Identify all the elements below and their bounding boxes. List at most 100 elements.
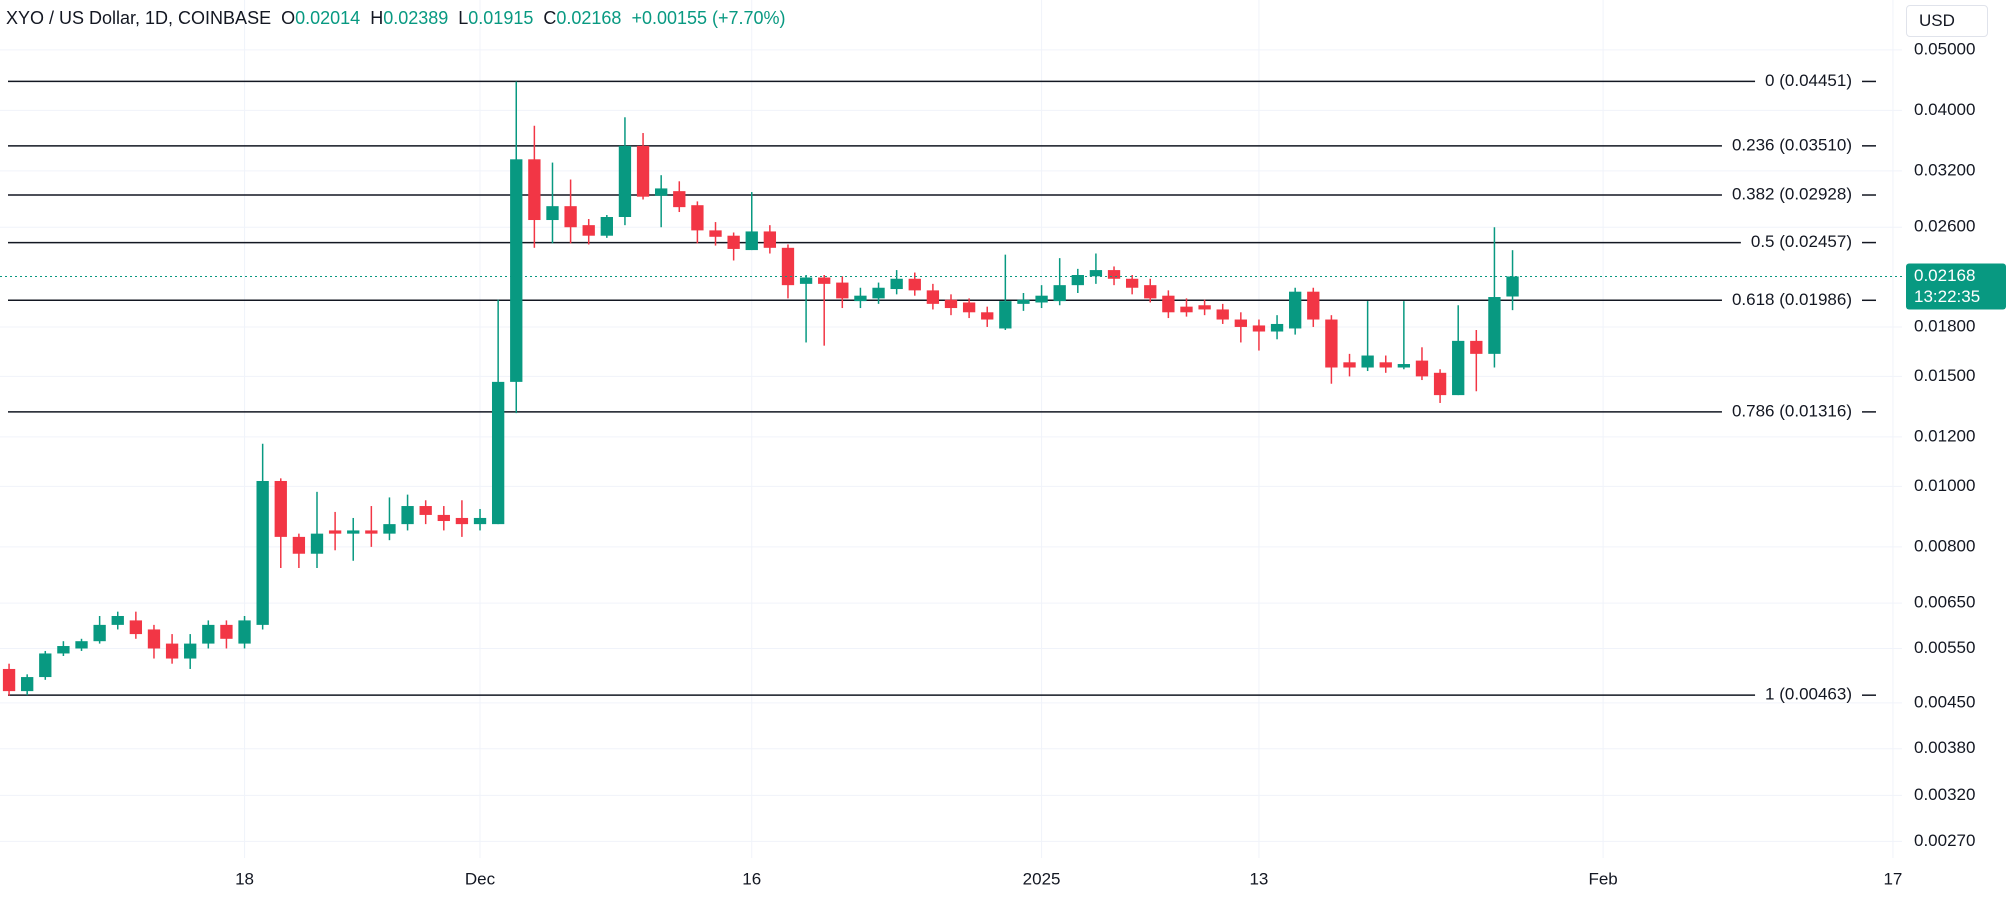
candle-body bbox=[310, 533, 324, 554]
candle-body bbox=[292, 536, 306, 554]
y-tick-label: 0.01500 bbox=[1914, 366, 1975, 385]
y-tick-label: 0.00320 bbox=[1914, 785, 1975, 804]
candle-body bbox=[1343, 362, 1356, 368]
candle-body bbox=[365, 530, 378, 534]
candle-body bbox=[1415, 360, 1429, 377]
candle-body bbox=[93, 624, 106, 642]
candle-body bbox=[691, 205, 704, 231]
ohlc-label: C bbox=[543, 8, 557, 28]
fib-label: 0.236 (0.03510) bbox=[1732, 135, 1852, 154]
y-tick-label: 0.02600 bbox=[1914, 217, 1975, 236]
candle-body bbox=[1216, 309, 1229, 320]
x-tick-label: 17 bbox=[1883, 869, 1902, 888]
candle-body bbox=[1433, 372, 1447, 396]
candle-body bbox=[1289, 291, 1302, 329]
candle-body bbox=[129, 620, 143, 635]
candle-body bbox=[546, 206, 559, 221]
candle-body bbox=[1488, 297, 1501, 354]
price-tag-countdown: 13:22:35 bbox=[1914, 287, 1980, 306]
candle-body bbox=[184, 643, 197, 659]
candle-body bbox=[727, 235, 740, 249]
candle-body bbox=[419, 506, 432, 515]
candle-body bbox=[1107, 270, 1121, 279]
candle-body bbox=[238, 620, 251, 644]
x-tick-label: Feb bbox=[1588, 869, 1617, 888]
candle-body bbox=[981, 312, 994, 320]
x-tick-label: Dec bbox=[465, 869, 496, 888]
fib-label: 0.786 (0.01316) bbox=[1732, 401, 1852, 420]
candle-body bbox=[1035, 295, 1048, 303]
y-tick-label: 0.00450 bbox=[1914, 692, 1975, 711]
candle-body bbox=[745, 231, 758, 251]
y-tick-label: 0.01800 bbox=[1914, 316, 1975, 335]
candle-body bbox=[618, 145, 632, 217]
y-tick-label: 0.00650 bbox=[1914, 593, 1975, 612]
fib-label: 0 (0.04451) bbox=[1765, 71, 1852, 90]
chart-header: XYO / US Dollar, 1D, COINBASE O0.02014 H0… bbox=[6, 8, 796, 29]
candle-body bbox=[1089, 270, 1103, 277]
candle-body bbox=[1470, 340, 1483, 354]
candle-body bbox=[1180, 306, 1193, 313]
candle-body bbox=[636, 145, 650, 197]
fib-label: 0.382 (0.02928) bbox=[1732, 184, 1852, 203]
candle-body bbox=[1452, 340, 1465, 396]
fib-label: 0.5 (0.02457) bbox=[1751, 232, 1852, 251]
candle-body bbox=[1144, 285, 1157, 299]
candle-body bbox=[944, 299, 958, 309]
x-tick-label: 16 bbox=[742, 869, 761, 888]
candle-body bbox=[491, 381, 505, 525]
candle-body bbox=[21, 677, 34, 692]
candle-body bbox=[1162, 295, 1175, 313]
candle-body bbox=[655, 188, 668, 196]
candle-body bbox=[220, 624, 233, 639]
fib-label: 1 (0.00463) bbox=[1765, 685, 1852, 704]
candle-body bbox=[962, 302, 976, 313]
candle-body bbox=[1053, 285, 1066, 302]
ohlc-label: O bbox=[281, 8, 296, 28]
currency-button[interactable]: USD bbox=[1906, 5, 1988, 37]
ohlc-label: H bbox=[370, 8, 384, 28]
candle-body bbox=[1234, 319, 1247, 327]
candle-body bbox=[872, 287, 885, 299]
candle-body bbox=[111, 615, 124, 625]
candle-body bbox=[799, 277, 813, 284]
candle-body bbox=[673, 191, 686, 208]
candle-body bbox=[57, 646, 70, 654]
y-tick-label: 0.03200 bbox=[1914, 160, 1975, 179]
candle-body bbox=[908, 278, 921, 291]
y-tick-label: 0.00550 bbox=[1914, 638, 1975, 657]
candle-body bbox=[165, 643, 179, 659]
candle-body bbox=[39, 653, 52, 678]
candle-body bbox=[274, 480, 287, 537]
candle-body bbox=[1198, 305, 1211, 310]
candle-body bbox=[582, 225, 595, 236]
candle-body bbox=[1307, 291, 1320, 320]
candle-body bbox=[781, 247, 795, 286]
x-tick-label: 18 bbox=[235, 869, 254, 888]
y-tick-label: 0.05000 bbox=[1914, 39, 1975, 58]
candle-body bbox=[854, 295, 867, 302]
symbol: XYO / US Dollar, 1D, COINBASE bbox=[6, 8, 272, 28]
y-tick-label: 0.00800 bbox=[1914, 536, 1975, 555]
candle-body bbox=[818, 277, 831, 284]
candle-body bbox=[1017, 299, 1030, 304]
candle-body bbox=[1506, 276, 1519, 297]
candle-body bbox=[328, 530, 342, 534]
candle-body bbox=[147, 629, 161, 649]
candle-body bbox=[890, 278, 903, 290]
candle-body bbox=[256, 480, 269, 625]
candle-body bbox=[1125, 278, 1139, 288]
ohlc-value: 0.02014 bbox=[295, 8, 361, 28]
candle-body bbox=[926, 290, 940, 304]
candle-body bbox=[1270, 323, 1284, 332]
candle-body bbox=[1397, 364, 1411, 368]
candle-body bbox=[999, 301, 1012, 329]
y-tick-label: 0.00380 bbox=[1914, 738, 1975, 757]
candle-body bbox=[1252, 325, 1266, 332]
candle-body bbox=[347, 530, 360, 534]
candle-body bbox=[1071, 275, 1084, 286]
candle-body bbox=[455, 517, 469, 525]
candle-body bbox=[1379, 362, 1392, 368]
candle-body bbox=[2, 668, 16, 692]
